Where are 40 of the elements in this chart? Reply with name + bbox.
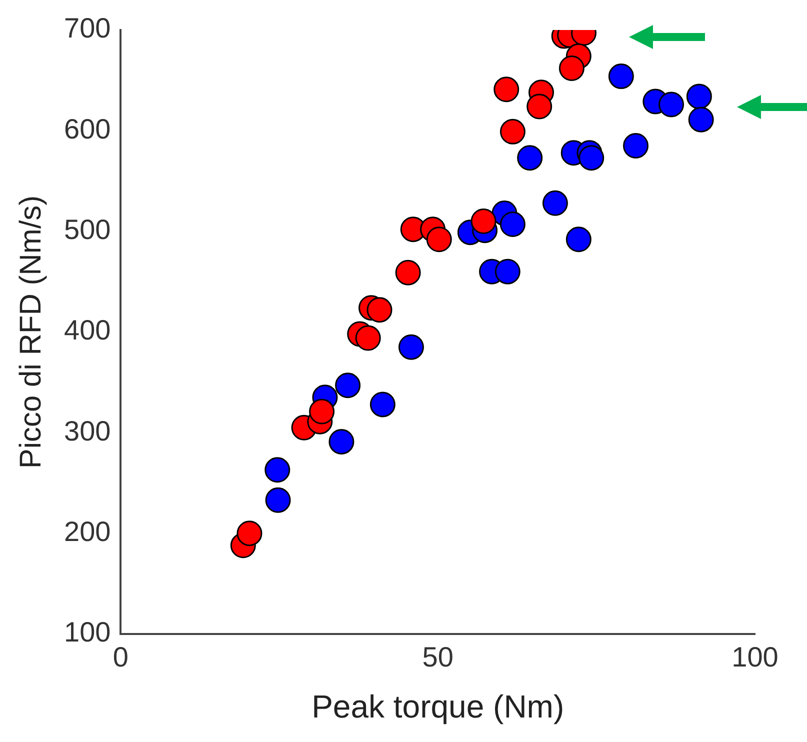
- point: [265, 487, 291, 513]
- point: [494, 258, 520, 284]
- y-tick-label: 500: [64, 214, 111, 246]
- x-tick-label: 100: [732, 642, 778, 673]
- point: [578, 145, 604, 171]
- y-tick-label: 100: [64, 616, 111, 648]
- point: [558, 56, 584, 82]
- y-axis-title: Picco di RFD (Nm/s): [14, 195, 48, 469]
- point: [355, 325, 381, 351]
- point: [370, 392, 396, 418]
- point: [526, 94, 552, 120]
- x-tick-label: 50: [422, 642, 454, 673]
- point: [335, 372, 361, 398]
- y-tick-label: 700: [64, 12, 111, 44]
- point: [426, 226, 452, 252]
- point: [398, 334, 424, 360]
- x-axis-title: Peak torque (Nm): [312, 688, 564, 725]
- point: [658, 92, 684, 118]
- point: [686, 84, 712, 110]
- point: [500, 118, 526, 144]
- point: [500, 212, 526, 238]
- point: [542, 190, 568, 216]
- y-tick-label: 400: [64, 314, 111, 346]
- point: [470, 208, 496, 234]
- x-tick-label: 0: [112, 642, 129, 673]
- y-tick-label: 200: [64, 516, 111, 548]
- y-tick-label: 600: [64, 113, 111, 144]
- point: [236, 520, 262, 546]
- point: [366, 297, 392, 323]
- point: [264, 457, 290, 483]
- point: [688, 106, 714, 132]
- point: [494, 76, 520, 102]
- point: [623, 133, 649, 159]
- y-tick-label: 300: [64, 415, 111, 446]
- point: [395, 260, 421, 286]
- point: [328, 428, 354, 454]
- point: [608, 64, 634, 90]
- point: [309, 398, 335, 424]
- point: [566, 226, 592, 252]
- point: [517, 145, 543, 171]
